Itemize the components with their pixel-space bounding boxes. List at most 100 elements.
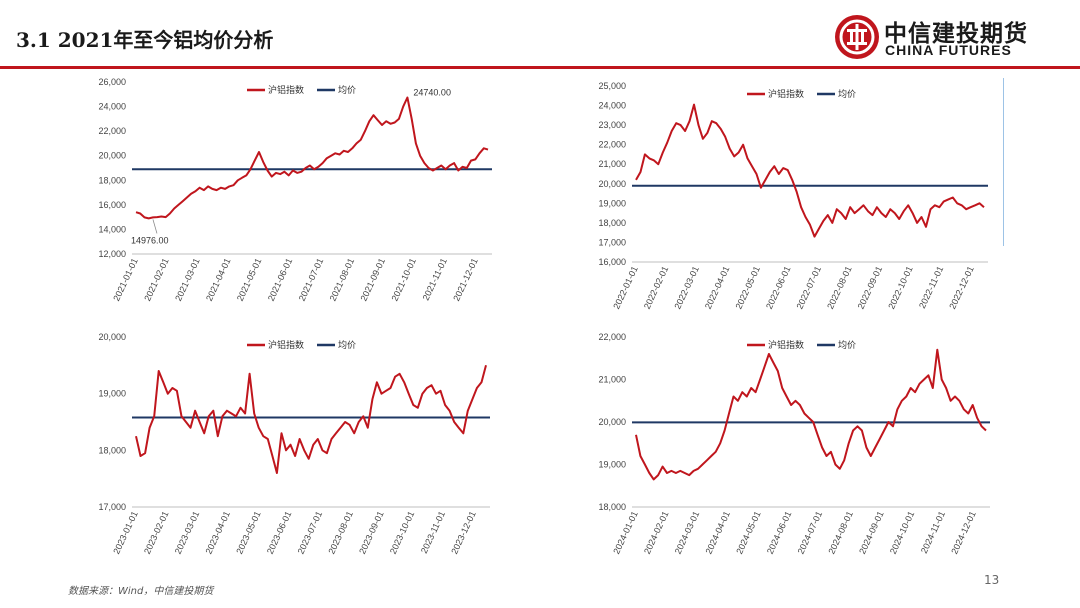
y-tick-label: 21,000 — [598, 159, 626, 169]
company-logo: 中信建投期货 CHINA FUTURES — [834, 12, 1080, 62]
y-tick-label: 24,000 — [98, 102, 126, 112]
legend-label-mean: 均价 — [838, 339, 856, 351]
x-tick-label: 2024-11-01 — [919, 510, 947, 555]
y-tick-label: 19,000 — [98, 389, 126, 399]
y-tick-label: 19,000 — [598, 198, 626, 208]
x-tick-label: 2023-03-01 — [173, 510, 202, 556]
annotation-max-label: 24740.00 — [413, 87, 451, 97]
page-number: 13 — [984, 573, 1000, 587]
x-tick-label: 2021-06-01 — [266, 257, 295, 303]
x-tick-label: 2021-11-01 — [421, 257, 449, 302]
x-tick-label: 2022-01-01 — [611, 265, 640, 311]
x-tick-label: 2022-03-01 — [672, 265, 701, 311]
y-tick-label: 22,000 — [598, 332, 626, 342]
chart-2022: 16,000 17,000 18,000 19,000 20,000 21,000 22,0… — [598, 81, 988, 311]
x-tick-label: 2024-01-01 — [611, 510, 640, 556]
y-tick-label: 20,000 — [98, 332, 126, 342]
x-tick-label: 2024-09-01 — [857, 510, 886, 556]
y-tick-label: 14,000 — [98, 224, 126, 234]
x-tick-label: 2024-12-01 — [949, 510, 978, 556]
x-tick-label: 2023-09-01 — [357, 510, 386, 556]
y-tick-label: 17,000 — [598, 237, 626, 247]
x-tick-label: 2022-06-01 — [764, 265, 793, 311]
x-tick-label: 2021-07-01 — [297, 257, 326, 303]
x-tick-label: 2024-07-01 — [796, 510, 825, 556]
x-tick-label: 2024-04-01 — [703, 510, 732, 556]
y-tick-label: 18,000 — [598, 502, 626, 512]
y-tick-label: 21,000 — [598, 375, 626, 385]
y-tick-label: 25,000 — [598, 81, 626, 91]
x-tick-label: 2024-08-01 — [826, 510, 855, 556]
x-tick-label: 2021-02-01 — [142, 257, 171, 303]
x-tick-label: 2023-05-01 — [234, 510, 263, 556]
y-tick-label: 19,000 — [598, 460, 626, 470]
x-tick-label: 2021-10-01 — [389, 257, 418, 303]
legend-label-mean: 均价 — [338, 339, 356, 351]
x-tick-label: 2021-03-01 — [173, 257, 202, 303]
x-tick-label: 2022-11-01 — [917, 265, 945, 310]
x-tick-label: 2022-12-01 — [947, 265, 976, 311]
x-tick-label: 2023-11-01 — [419, 510, 447, 555]
x-tick-label: 2024-06-01 — [765, 510, 794, 556]
series-line-hulv — [635, 103, 985, 238]
annotation-leader — [152, 219, 158, 234]
x-tick-label: 2023-07-01 — [296, 510, 325, 556]
y-tick-label: 22,000 — [98, 126, 126, 136]
x-tick-label: 2024-02-01 — [642, 510, 671, 556]
data-source-note: 数据来源：Wind，中信建投期货 — [68, 586, 214, 597]
x-tick-label: 2023-02-01 — [142, 510, 171, 556]
x-tick-label: 2022-10-01 — [886, 265, 915, 311]
x-tick-label: 2023-08-01 — [326, 510, 355, 556]
x-tick-label: 2024-05-01 — [734, 510, 763, 556]
annotation-min-label: 14976.00 — [131, 235, 169, 245]
legend-label-mean: 均价 — [838, 88, 856, 100]
x-tick-label: 2023-12-01 — [449, 510, 478, 556]
y-tick-label: 17,000 — [98, 502, 126, 512]
chart-2024: 18,000 19,000 20,000 21,000 22,000 2024-01-01… — [598, 332, 990, 556]
x-tick-label: 2021-08-01 — [328, 257, 357, 303]
x-tick-label: 2024-03-01 — [673, 510, 702, 556]
series-line-hulv — [635, 348, 987, 481]
x-tick-label: 2022-08-01 — [825, 265, 854, 311]
x-tick-label: 2022-02-01 — [642, 265, 671, 311]
x-tick-label: 2022-09-01 — [856, 265, 885, 311]
side-divider — [1003, 78, 1004, 246]
legend-label-hulv: 沪铝指数 — [268, 339, 304, 351]
page-title: 3.1 2021年至今铝均价分析 — [16, 28, 274, 52]
x-tick-label: 2021-04-01 — [204, 257, 233, 303]
citic-emblem-icon — [835, 15, 879, 59]
x-tick-label: 2022-04-01 — [703, 265, 732, 311]
y-tick-label: 18,000 — [598, 218, 626, 228]
x-tick-label: 2021-05-01 — [235, 257, 264, 303]
y-tick-label: 12,000 — [98, 249, 126, 259]
x-tick-label: 2023-01-01 — [111, 510, 140, 556]
chart-2021: 12,000 14,000 16,000 18,000 20,000 22,000 24,0… — [98, 77, 492, 303]
y-tick-label: 22,000 — [598, 140, 626, 150]
y-tick-label: 23,000 — [598, 120, 626, 130]
x-tick-label: 2022-05-01 — [733, 265, 762, 311]
x-tick-label: 2021-01-01 — [111, 257, 140, 303]
y-tick-label: 16,000 — [598, 257, 626, 267]
y-tick-label: 18,000 — [98, 445, 126, 455]
x-tick-label: 2021-12-01 — [451, 257, 480, 303]
y-tick-label: 16,000 — [98, 200, 126, 210]
header-divider — [0, 66, 1080, 69]
y-tick-label: 20,000 — [598, 179, 626, 189]
logo-text-en: CHINA FUTURES — [885, 42, 1012, 58]
x-tick-label: 2022-07-01 — [795, 265, 824, 311]
legend-label-mean: 均价 — [338, 84, 356, 96]
legend-label-hulv: 沪铝指数 — [268, 84, 304, 96]
x-tick-label: 2023-10-01 — [388, 510, 417, 556]
y-tick-label: 20,000 — [98, 151, 126, 161]
legend-label-hulv: 沪铝指数 — [768, 339, 804, 351]
x-tick-label: 2024-10-01 — [888, 510, 917, 556]
y-tick-label: 18,000 — [98, 175, 126, 185]
series-line-hulv — [135, 96, 489, 220]
x-tick-label: 2023-06-01 — [265, 510, 294, 556]
logo-text-cn: 中信建投期货 — [884, 20, 1028, 47]
x-tick-label: 2021-09-01 — [359, 257, 388, 303]
y-tick-label: 20,000 — [598, 417, 626, 427]
y-tick-label: 24,000 — [598, 101, 626, 111]
legend-label-hulv: 沪铝指数 — [768, 88, 804, 100]
